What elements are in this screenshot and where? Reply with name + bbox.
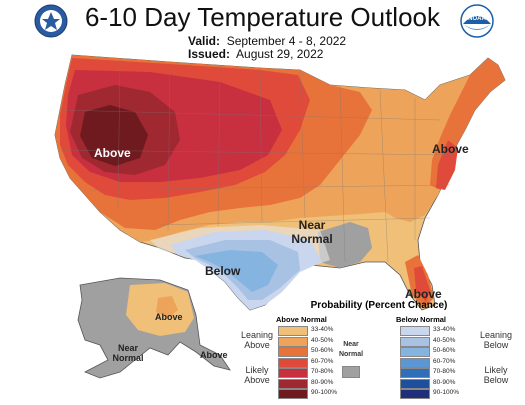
near-normal-region xyxy=(318,222,372,268)
page-title: 6-10 Day Temperature Outlook xyxy=(84,2,441,32)
label-alaska-se-above: Above xyxy=(200,350,228,360)
legend-likely-above: Likely Above xyxy=(244,365,270,385)
legend-below-swatch-5 xyxy=(400,378,430,389)
legend-title: Probability (Percent Chance) xyxy=(310,300,448,311)
legend-above-range-3: 60-70% xyxy=(311,357,334,365)
label-near-normal-line2: Normal xyxy=(291,232,332,246)
legend-below-range-0: 33-40% xyxy=(433,326,456,333)
legend: Probability (Percent Chance) Above Norma… xyxy=(238,300,520,400)
valid-dates: September 4 - 8, 2022 xyxy=(226,34,347,48)
legend-above-range-4: 70-80% xyxy=(311,368,334,375)
label-alaska-above: Above xyxy=(155,312,183,322)
legend-leaning-below: Leaning Below xyxy=(479,330,513,350)
noaa-logo-text: NOAA xyxy=(468,16,486,22)
label-east-above: Above xyxy=(432,142,469,156)
legend-below-range-6: 90-100% xyxy=(433,389,460,396)
noaa-logo-icon: NOAA xyxy=(460,4,494,38)
east-coast-60-region xyxy=(436,140,458,190)
legend-above-swatch-4 xyxy=(278,368,308,378)
issued-date: August 29, 2022 xyxy=(236,47,324,61)
legend-below-swatch-3 xyxy=(400,357,430,368)
legend-above-swatch-1 xyxy=(278,336,308,347)
commerce-seal-icon xyxy=(34,4,68,38)
legend-below-range-1: 40-50% xyxy=(433,336,456,344)
legend-below-range-5: 80-90% xyxy=(433,378,456,386)
legend-above-range-1: 40-50% xyxy=(311,336,334,344)
legend-above-swatch-2 xyxy=(278,347,308,357)
issued-label: Issued: xyxy=(188,47,231,61)
label-florida-above: Above xyxy=(405,287,442,301)
legend-likely-below: Likely Below xyxy=(483,365,509,385)
legend-near-swatch xyxy=(342,366,360,378)
legend-above-range-6: 90-100% xyxy=(311,389,338,396)
legend-above-range-0: 33-40% xyxy=(311,326,334,333)
legend-below-swatch-1 xyxy=(400,336,430,347)
legend-below-range-4: 70-80% xyxy=(433,368,456,375)
legend-near-header: Near Normal xyxy=(338,341,364,358)
florida-60-region xyxy=(414,266,430,302)
legend-below-swatch-4 xyxy=(400,368,430,378)
legend-below-swatch-6 xyxy=(400,389,430,399)
label-alaska-near-line2: Normal xyxy=(112,353,143,363)
legend-above-range-2: 50-60% xyxy=(311,347,334,354)
legend-below-swatch-2 xyxy=(400,347,430,357)
legend-below-swatch-0 xyxy=(400,326,430,336)
legend-above-swatch-0 xyxy=(278,326,308,336)
state-borders xyxy=(59,59,456,263)
issued-line: Issued: August 29, 2022 xyxy=(188,47,323,61)
legend-above-swatch-6 xyxy=(278,389,308,399)
legend-below-range-2: 50-60% xyxy=(433,347,456,354)
below-50-region xyxy=(195,250,278,292)
legend-below-header: Below Normal xyxy=(396,315,447,324)
valid-line: Valid: September 4 - 8, 2022 xyxy=(188,34,346,48)
legend-above-swatch-3 xyxy=(278,357,308,368)
legend-above-header: Above Normal xyxy=(276,315,327,324)
legend-below-range-3: 60-70% xyxy=(433,357,456,365)
legend-above-range-5: 80-90% xyxy=(311,378,334,386)
alaska-above-40-region xyxy=(156,296,178,318)
label-alaska-near-line1: Near xyxy=(118,343,139,353)
valid-label: Valid: xyxy=(188,34,221,48)
label-near-normal-line1: Near xyxy=(299,218,326,232)
label-south-below: Below xyxy=(205,264,241,278)
legend-leaning-above: Leaning Above xyxy=(240,330,274,350)
label-west-above: Above xyxy=(94,146,131,160)
legend-above-swatch-5 xyxy=(278,378,308,389)
